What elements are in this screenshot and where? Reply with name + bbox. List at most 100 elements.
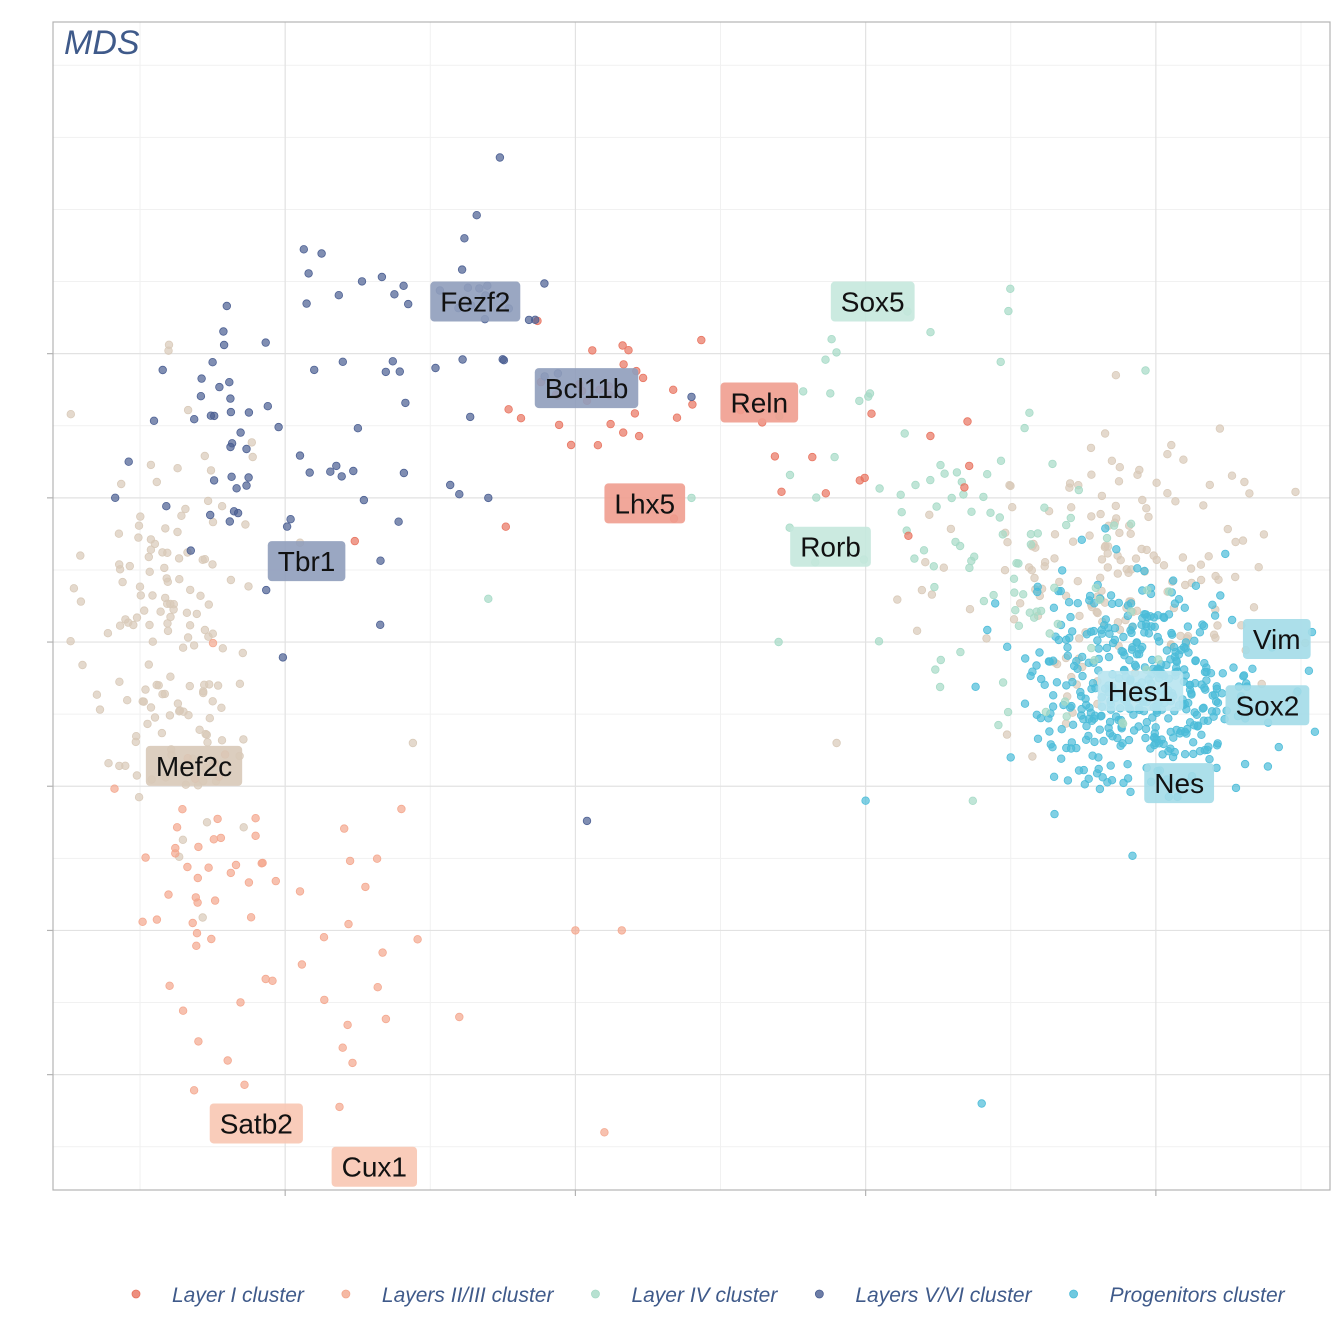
- data-point: [208, 638, 218, 648]
- data-point: [156, 607, 165, 616]
- data-point: [258, 858, 267, 868]
- data-point: [1152, 478, 1161, 487]
- data-point: [209, 476, 219, 485]
- data-point: [376, 620, 385, 629]
- data-point: [1075, 611, 1084, 621]
- data-point: [178, 835, 188, 844]
- gene-label-text: Rorb: [800, 532, 861, 563]
- data-point: [200, 555, 210, 564]
- gene-label-rorb: Rorb: [790, 526, 871, 567]
- data-point: [1074, 634, 1084, 643]
- legend-item: Layers II/III cluster: [341, 1284, 554, 1307]
- data-point: [150, 713, 160, 722]
- data-point: [606, 419, 615, 429]
- data-point: [1128, 851, 1137, 860]
- data-point: [163, 548, 172, 557]
- gene-label-vim: Vim: [1242, 618, 1311, 659]
- data-point: [1166, 655, 1175, 664]
- data-point: [282, 522, 292, 531]
- data-point: [238, 648, 247, 658]
- data-point: [1142, 718, 1151, 727]
- data-point: [1085, 596, 1094, 605]
- data-point: [239, 823, 248, 832]
- data-point: [1103, 563, 1112, 572]
- data-point: [1205, 480, 1214, 490]
- data-point: [1127, 628, 1136, 638]
- data-point: [162, 599, 172, 608]
- data-point: [1304, 666, 1314, 675]
- data-point: [1164, 610, 1174, 619]
- data-point: [1126, 529, 1135, 538]
- data-point: [340, 824, 349, 833]
- data-point: [115, 677, 124, 686]
- data-point: [203, 738, 212, 747]
- data-point: [1291, 487, 1300, 497]
- data-point: [1010, 588, 1019, 597]
- data-point: [373, 983, 382, 992]
- data-point: [160, 563, 169, 573]
- data-point: [1119, 778, 1128, 788]
- data-point: [1048, 459, 1057, 469]
- data-point: [1138, 613, 1147, 623]
- data-point: [1087, 470, 1096, 479]
- data-point: [897, 508, 906, 517]
- data-point: [204, 680, 214, 689]
- data-point: [1182, 705, 1191, 714]
- data-point: [377, 272, 387, 282]
- data-point: [1199, 501, 1208, 510]
- data-point: [774, 637, 783, 647]
- data-point: [1113, 569, 1122, 578]
- data-point: [194, 842, 203, 852]
- legend: Layer I cluster Layers II/III cluster Laye…: [131, 1284, 1286, 1307]
- data-point: [1126, 607, 1136, 616]
- data-point: [1149, 551, 1158, 560]
- data-point: [201, 729, 210, 739]
- data-point: [912, 626, 922, 635]
- data-point: [148, 591, 157, 600]
- data-point: [540, 279, 549, 288]
- data-point: [1199, 703, 1208, 712]
- data-point: [1025, 408, 1034, 417]
- legend-swatch: [341, 1289, 351, 1299]
- data-point: [1168, 576, 1178, 585]
- gene-label-nes: Nes: [1144, 763, 1215, 804]
- data-point: [1150, 733, 1159, 742]
- data-point: [345, 856, 355, 866]
- data-point: [1129, 726, 1139, 735]
- data-point: [194, 1037, 203, 1046]
- data-point: [1118, 718, 1127, 727]
- data-point: [198, 688, 208, 698]
- data-point: [1101, 615, 1110, 624]
- data-point: [986, 508, 995, 517]
- data-point: [1045, 629, 1054, 638]
- data-point: [1035, 648, 1044, 657]
- data-point: [1115, 463, 1124, 472]
- data-point: [965, 563, 974, 573]
- data-point: [1180, 750, 1190, 759]
- data-point: [1074, 766, 1084, 775]
- gene-label-text: Reln: [731, 388, 789, 419]
- data-point: [1066, 744, 1076, 753]
- data-point: [919, 546, 929, 555]
- data-point: [1118, 739, 1127, 748]
- data-point: [1231, 537, 1240, 547]
- data-point: [959, 490, 968, 499]
- data-point: [337, 472, 346, 481]
- data-point: [174, 707, 184, 716]
- data-point: [163, 626, 173, 636]
- data-point: [1053, 619, 1062, 629]
- data-point: [1134, 650, 1144, 659]
- data-point: [110, 784, 119, 793]
- data-point: [1063, 776, 1073, 785]
- gene-label-box: [1242, 618, 1311, 659]
- data-point: [1210, 690, 1220, 699]
- data-point: [946, 524, 956, 534]
- data-point: [1050, 530, 1060, 539]
- gene-label-text: Cux1: [342, 1152, 407, 1183]
- data-point: [1238, 536, 1248, 545]
- data-point: [1191, 581, 1201, 590]
- data-point: [1107, 456, 1117, 465]
- data-point: [178, 805, 187, 814]
- data-point: [1095, 595, 1104, 605]
- data-point: [1157, 735, 1166, 744]
